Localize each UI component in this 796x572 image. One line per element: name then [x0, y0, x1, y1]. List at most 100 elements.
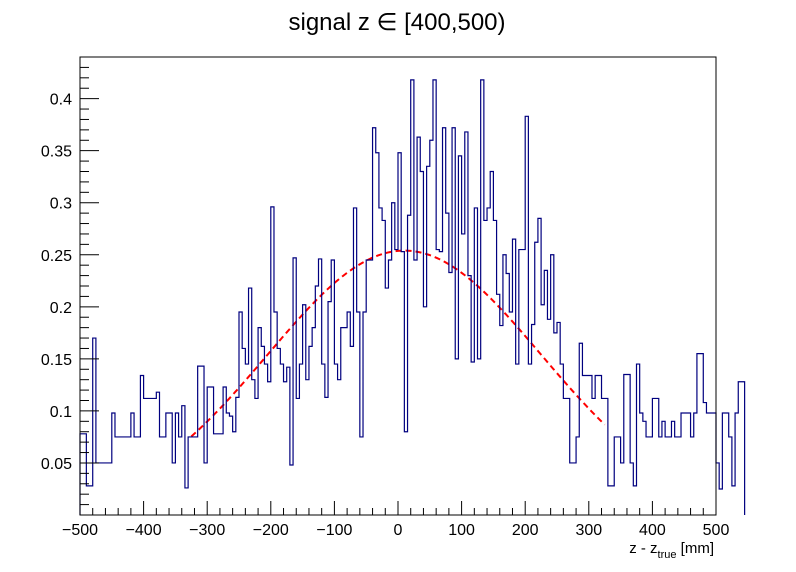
histogram-bin — [125, 437, 128, 515]
histogram-bin — [261, 346, 264, 515]
histogram-bin — [582, 376, 585, 515]
histogram-bin — [350, 346, 353, 515]
histogram-bin — [153, 398, 156, 515]
x-tick-label: 300 — [575, 522, 602, 539]
histogram-bin — [423, 307, 426, 515]
histogram-bin — [678, 437, 681, 515]
x-tick-label: 200 — [512, 522, 539, 539]
histogram-bin — [646, 437, 649, 515]
histogram-bin — [252, 380, 255, 515]
histogram-bin — [484, 220, 487, 515]
histogram-bin — [312, 328, 315, 515]
histogram-bin — [121, 437, 124, 515]
histogram-bin — [732, 486, 735, 515]
histogram-bin — [214, 434, 217, 515]
histogram-bin — [144, 398, 147, 515]
histogram-bin — [668, 437, 671, 515]
y-tick-label: 0.15 — [41, 352, 72, 369]
histogram-bin — [242, 348, 245, 515]
histogram-bin — [128, 437, 131, 515]
histogram-bin — [719, 489, 722, 515]
histogram-bin — [573, 463, 576, 515]
histogram-bin — [665, 437, 668, 515]
histogram-bin — [233, 432, 236, 515]
histogram-bin — [404, 432, 407, 515]
histogram-bin — [684, 413, 687, 515]
histogram-bin — [516, 364, 519, 515]
histogram-bin — [385, 288, 388, 515]
x-tick-label: 400 — [639, 522, 666, 539]
histogram-bin — [109, 463, 112, 515]
histogram-bin — [640, 413, 643, 515]
histogram-bin — [547, 319, 550, 515]
histogram-bin — [490, 172, 493, 516]
x-axis-label-unit: [mm] — [677, 540, 715, 557]
histogram-bin — [179, 437, 182, 515]
x-tick-label: −300 — [189, 522, 225, 539]
axes: −500 −400 −300 −200 −100 0 100 200 300 400 500 0.05… — [41, 56, 730, 539]
histogram-bin — [194, 437, 197, 515]
histogram-bin — [137, 437, 140, 515]
y-tick-label: 0.05 — [41, 456, 72, 473]
x-tick-label: 500 — [703, 522, 730, 539]
histogram-bin — [217, 434, 220, 515]
x-tick-label: 0 — [394, 522, 403, 539]
y-tick-label: 0.35 — [41, 144, 72, 161]
x-axis-label: z - ztrue [mm] — [629, 540, 714, 561]
histogram-bin — [290, 465, 293, 515]
y-tick-label: 0.1 — [50, 404, 72, 421]
histogram-bin — [388, 260, 391, 515]
histogram-bin — [268, 382, 271, 515]
histogram-bin — [296, 398, 299, 515]
histogram-bin — [160, 437, 163, 515]
histogram-bin — [570, 463, 573, 515]
histogram-bin — [163, 437, 166, 515]
histogram-bin — [185, 488, 188, 515]
histogram-bin — [220, 434, 223, 515]
histogram-bin — [439, 252, 442, 515]
histogram-bin — [430, 140, 433, 515]
histogram-bin — [360, 437, 363, 515]
histogram-bin — [592, 398, 595, 515]
histogram-bin — [436, 250, 439, 515]
histogram-bin — [118, 437, 121, 515]
histogram-bin — [226, 413, 229, 515]
histogram-bin — [675, 437, 678, 515]
histogram-bin — [478, 359, 481, 515]
histogram-bin — [706, 413, 709, 515]
histogram-bin — [471, 362, 474, 515]
histogram-bin — [703, 403, 706, 515]
histogram-bin — [150, 398, 153, 515]
histogram-bin — [369, 260, 372, 515]
histogram-bin — [134, 437, 137, 515]
histogram-bin — [344, 328, 347, 515]
histogram-bin — [102, 463, 105, 515]
histogram-series — [79, 79, 746, 515]
histogram-bin — [306, 380, 309, 515]
histogram-bin — [586, 376, 589, 515]
histogram-bin — [554, 333, 557, 515]
histogram-bin — [633, 486, 636, 515]
x-tick-label: −200 — [253, 522, 289, 539]
histogram-bin — [659, 437, 662, 515]
histogram-bin — [528, 364, 531, 515]
histogram-bin — [608, 486, 611, 515]
x-tick-label: −400 — [126, 522, 162, 539]
histogram-bin — [105, 463, 108, 515]
histogram-bin — [334, 364, 337, 515]
histogram-bin — [191, 437, 194, 515]
y-tick-label: 0.2 — [50, 300, 72, 317]
y-tick-label: 0.25 — [41, 248, 72, 265]
y-tick-label: 0.3 — [50, 196, 72, 213]
plot-area — [79, 79, 746, 516]
histogram-bin — [86, 486, 89, 515]
histogram-bin — [255, 398, 258, 515]
histogram-bin — [462, 234, 465, 515]
histogram-bin — [500, 326, 503, 515]
histogram-bin — [710, 413, 713, 515]
histogram-bin — [602, 398, 605, 515]
histogram-bin — [487, 208, 490, 515]
histogram-bin — [264, 364, 267, 515]
